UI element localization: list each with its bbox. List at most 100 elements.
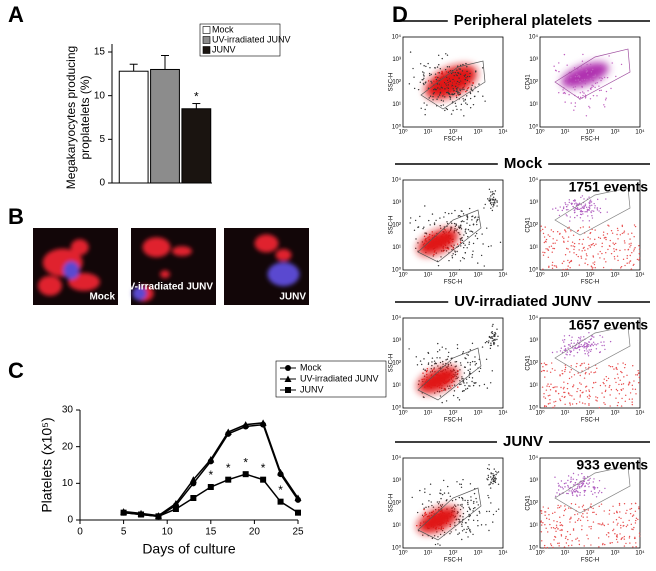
- event-dot: [602, 542, 604, 545]
- event-dot: [445, 240, 447, 243]
- event-dot: [457, 533, 459, 536]
- event-dot: [459, 380, 461, 382]
- event-dot: [467, 503, 469, 506]
- event-dot: [431, 511, 434, 514]
- event-dot: [459, 93, 461, 96]
- event-dot: [443, 93, 445, 96]
- event-dot: [603, 396, 605, 398]
- event-dot: [589, 345, 592, 347]
- event-dot: [621, 397, 623, 400]
- event-dot: [431, 82, 433, 84]
- event-dot: [454, 71, 456, 74]
- event-dot: [575, 253, 578, 256]
- x-tick-label: 10⁴: [635, 272, 645, 279]
- event-dot: [427, 244, 430, 247]
- micrograph-content: [38, 239, 100, 296]
- event-dot: [493, 343, 495, 346]
- event-dot: [487, 474, 489, 477]
- event-dot: [465, 388, 467, 390]
- event-dot: [593, 202, 595, 205]
- event-dot: [439, 380, 441, 382]
- event-dot: [605, 97, 607, 99]
- event-dot: [430, 375, 432, 377]
- event-dot: [471, 342, 474, 345]
- event-dot: [450, 113, 453, 115]
- event-dot: [582, 477, 584, 479]
- event-dot: [592, 507, 594, 510]
- event-dot: [631, 403, 634, 406]
- panel-letter: B: [8, 204, 24, 229]
- event-dot: [464, 244, 466, 246]
- event-dot: [570, 490, 572, 492]
- row-title: JUNV: [503, 433, 543, 450]
- event-dot: [571, 492, 574, 495]
- event-dot: [471, 256, 473, 258]
- event-dot: [591, 217, 594, 219]
- event-dot: [439, 243, 441, 246]
- event-dot: [603, 341, 605, 343]
- event-dot: [584, 485, 586, 488]
- event-dot: [465, 378, 468, 380]
- event-dot: [544, 524, 546, 526]
- event-dot: [568, 94, 570, 96]
- event-dot: [446, 108, 449, 111]
- event-dot: [617, 363, 619, 365]
- event-dot: [415, 238, 417, 240]
- event-dot: [598, 89, 601, 92]
- event-dot: [583, 78, 586, 81]
- event-dot: [600, 79, 602, 82]
- event-dot: [485, 524, 487, 526]
- event-dot: [580, 82, 583, 84]
- event-dot: [573, 109, 575, 111]
- event-dot: [592, 255, 594, 257]
- event-dot: [445, 514, 447, 517]
- event-dot: [540, 512, 543, 515]
- event-dot: [600, 77, 602, 79]
- event-dot: [576, 495, 578, 497]
- event-dot: [467, 361, 469, 364]
- event-dot: [445, 400, 448, 402]
- event-dot: [588, 209, 591, 211]
- event-dot: [431, 520, 433, 522]
- event-dot: [587, 345, 589, 348]
- y-axis-label: CD41: [526, 74, 532, 90]
- x-tick-label: 10⁰: [535, 129, 545, 136]
- event-dot: [433, 360, 436, 362]
- event-dot: [456, 373, 459, 375]
- event-dot: [579, 519, 582, 522]
- event-dot: [547, 395, 550, 397]
- event-dot: [413, 229, 416, 231]
- event-dot: [467, 86, 470, 89]
- event-dot: [637, 518, 639, 521]
- event-dot: [542, 506, 544, 508]
- event-dot: [475, 232, 478, 235]
- event-dot: [421, 378, 423, 381]
- event-dot: [465, 102, 467, 104]
- event-dot: [570, 476, 572, 479]
- event-dot: [590, 244, 592, 246]
- event-dot: [445, 237, 447, 240]
- x-axis-label: FSC-H: [581, 558, 599, 564]
- event-dot: [551, 264, 554, 266]
- event-dot: [575, 538, 577, 540]
- event-dot: [544, 226, 546, 228]
- marker: [284, 375, 292, 382]
- event-dot: [545, 389, 548, 391]
- event-dot: [440, 239, 443, 242]
- event-dot: [554, 511, 556, 514]
- event-dot: [449, 70, 451, 72]
- event-dot: [566, 268, 569, 270]
- x-tick-label: 10³: [611, 411, 620, 417]
- event-dot: [610, 389, 613, 391]
- event-dot: [585, 71, 588, 73]
- event-dot: [469, 371, 471, 373]
- event-dot: [543, 393, 545, 395]
- event-dot: [574, 521, 577, 523]
- event-dot: [562, 92, 565, 94]
- significance-mark: *: [261, 461, 266, 475]
- event-dot: [576, 513, 579, 515]
- event-dot: [458, 399, 461, 401]
- event-dot: [431, 369, 434, 371]
- event-dot: [448, 242, 450, 244]
- event-dot: [439, 374, 442, 377]
